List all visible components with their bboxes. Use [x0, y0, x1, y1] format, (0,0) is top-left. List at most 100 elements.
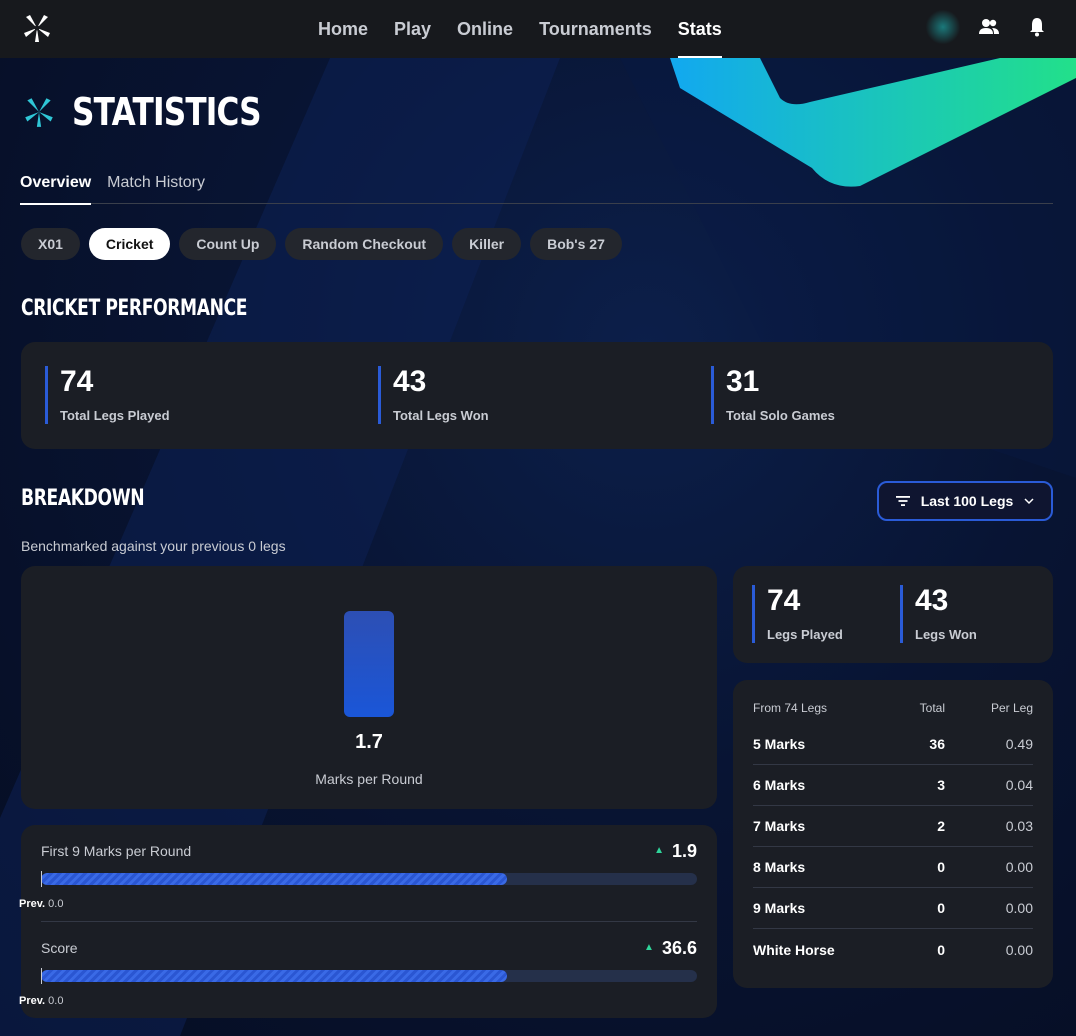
benchmark-subtitle: Benchmarked against your previous 0 legs [21, 538, 286, 554]
chip-random-checkout[interactable]: Random Checkout [285, 228, 444, 260]
prev-value: Prev. 0.0 [19, 995, 63, 1007]
row-total: 0 [937, 900, 945, 916]
progress-track [41, 873, 697, 885]
progress-label: Score [41, 940, 78, 956]
nav-online[interactable]: Online [457, 18, 514, 39]
game-type-chips: X01 Cricket Count Up Random Checkout Kil… [21, 228, 622, 260]
marks-per-round-bar [344, 611, 394, 717]
header-total: Total [919, 701, 945, 715]
row-total: 0 [937, 941, 945, 958]
row-per-leg: 0.03 [1005, 818, 1033, 834]
legs-filter-button[interactable]: Last 100 Legs [877, 481, 1053, 521]
progress-value-text: 36.6 [661, 938, 697, 958]
stat-value: 43 [915, 584, 949, 617]
tab-bar: Overview Match History [20, 170, 1053, 205]
logo-icon[interactable] [20, 11, 54, 45]
prev-number: 0.0 [48, 995, 64, 1007]
table-row: 5 Marks 36 0.49 [753, 724, 1033, 765]
nav-glow [925, 10, 961, 44]
nav-tournaments[interactable]: Tournaments [539, 18, 652, 39]
page-title: STATISTICS [72, 90, 262, 134]
prev-label: Prev. [19, 898, 46, 910]
row-name: 6 Marks [753, 777, 806, 793]
table-row: White Horse 0 0.00 [753, 929, 1033, 970]
marks-table: From 74 Legs Total Per Leg 5 Marks 36 0.… [753, 700, 1033, 970]
stat-legs-won: 43 Legs Won [900, 585, 977, 643]
progress-row-score: Score ▲ 36.6 Prev. 0.0 [19, 922, 717, 1019]
progress-value: ▲ 1.9 [654, 841, 697, 862]
stat-label: Legs Played [767, 627, 843, 642]
row-name: White Horse [753, 941, 835, 958]
bell-icon[interactable] [1026, 16, 1048, 38]
progress-track [41, 970, 697, 982]
prev-label: Prev. [19, 995, 46, 1007]
trend-up-icon: ▲ [654, 845, 664, 856]
row-name: 7 Marks [753, 818, 806, 834]
filter-icon [895, 496, 910, 506]
progress-value-text: 1.9 [671, 841, 697, 861]
prev-marker [41, 871, 42, 887]
row-per-leg: 0.49 [1005, 736, 1033, 752]
chip-count-up[interactable]: Count Up [179, 228, 277, 260]
row-divider [41, 921, 697, 922]
stat-label: Total Legs Played [60, 408, 170, 423]
prev-value: Prev. 0.0 [19, 898, 63, 910]
marks-per-round-label: Marks per Round [315, 771, 423, 787]
stat-total-legs-won: 43 Total Legs Won [378, 366, 489, 424]
nav-stats[interactable]: Stats [677, 0, 722, 58]
stat-value: 74 [60, 365, 94, 398]
stat-label: Total Solo Games [726, 408, 835, 423]
nav-home[interactable]: Home [318, 18, 369, 39]
row-per-leg: 0.04 [1005, 777, 1033, 793]
marks-per-round-value: 1.7 [355, 731, 383, 753]
row-per-leg: 0.00 [1005, 941, 1033, 958]
chevron-down-icon [1024, 498, 1034, 505]
prev-number: 0.0 [48, 898, 64, 910]
chip-killer[interactable]: Killer [452, 228, 522, 260]
chip-bobs-27[interactable]: Bob's 27 [530, 228, 622, 260]
stat-value: 74 [767, 584, 801, 617]
marks-table-card [733, 680, 1053, 988]
performance-card: 74 Total Legs Played 43 Total Legs Won 3… [21, 342, 1053, 449]
prev-marker [41, 968, 42, 984]
performance-title: CRICKET PERFORMANCE [21, 296, 248, 321]
header-per-leg: Per Leg [990, 701, 1033, 715]
breakdown-title: BREAKDOWN [21, 486, 145, 511]
progress-value: ▲ 36.6 [644, 938, 697, 959]
stat-label: Total Legs Won [393, 408, 489, 423]
row-name: 9 Marks [753, 900, 806, 916]
table-row: 7 Marks 2 0.03 [753, 806, 1033, 847]
progress-fill [41, 970, 507, 982]
progress-row-first-9: First 9 Marks per Round ▲ 1.9 Prev. 0.0 [19, 825, 717, 922]
nav-play[interactable]: Play [394, 18, 432, 39]
row-name: 5 Marks [753, 736, 806, 752]
trend-up-icon: ▲ [644, 942, 654, 953]
row-per-leg: 0.00 [1005, 859, 1033, 875]
row-total: 2 [937, 818, 945, 834]
stat-value: 43 [393, 365, 427, 398]
stat-total-legs-played: 74 Total Legs Played [45, 366, 170, 424]
row-name: 8 Marks [753, 859, 806, 875]
stat-value: 31 [726, 365, 760, 398]
header-from-legs: From 74 Legs [753, 701, 828, 715]
table-header: From 74 Legs Total Per Leg [753, 700, 1033, 716]
table-row: 8 Marks 0 0.00 [753, 847, 1033, 888]
progress-label: First 9 Marks per Round [41, 843, 192, 859]
top-navigation: Home Play Online Tournaments Stats [0, 0, 1076, 58]
chip-x01[interactable]: X01 [21, 228, 80, 260]
row-total: 36 [929, 736, 945, 752]
progress-fill [41, 873, 507, 885]
table-row: 9 Marks 0 0.00 [753, 888, 1033, 929]
tab-overview[interactable]: Overview [20, 170, 92, 205]
filter-label: Last 100 Legs [920, 493, 1014, 509]
stat-label: Legs Won [915, 627, 977, 642]
row-per-leg: 0.00 [1005, 900, 1033, 916]
tab-match-history[interactable]: Match History [107, 174, 205, 191]
table-row: 6 Marks 3 0.04 [753, 765, 1033, 806]
stat-legs-played: 74 Legs Played [752, 585, 843, 643]
legs-card: 74 Legs Played 43 Legs Won [733, 566, 1053, 663]
friends-icon[interactable] [978, 16, 1000, 38]
chip-cricket[interactable]: Cricket [88, 228, 171, 260]
page-header: STATISTICS [20, 90, 302, 134]
stats-logo-icon [25, 98, 53, 127]
